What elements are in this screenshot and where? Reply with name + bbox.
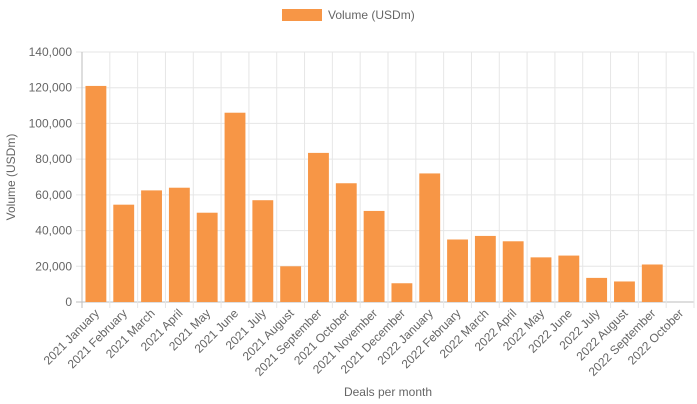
legend[interactable]: Volume (USDm) xyxy=(282,8,415,22)
y-tick-label: 100,000 xyxy=(29,116,73,130)
y-tick-label: 20,000 xyxy=(35,259,72,273)
bar[interactable] xyxy=(502,241,524,302)
bar[interactable] xyxy=(85,85,107,302)
bar[interactable] xyxy=(280,266,302,302)
y-tick-label: 140,000 xyxy=(29,45,73,59)
bar[interactable] xyxy=(530,257,552,302)
bar[interactable] xyxy=(447,239,468,303)
legend-swatch xyxy=(282,9,322,21)
bar[interactable] xyxy=(113,204,135,302)
bar[interactable] xyxy=(335,183,357,302)
bar[interactable] xyxy=(224,112,246,302)
bar[interactable] xyxy=(558,255,580,302)
bar[interactable] xyxy=(391,283,413,302)
legend-label: Volume (USDm) xyxy=(328,8,415,22)
bar[interactable] xyxy=(141,190,162,302)
y-axis-title: Volume (USDm) xyxy=(4,134,18,221)
bar[interactable] xyxy=(168,187,190,302)
y-tick-label: 0 xyxy=(65,295,72,309)
y-tick-label: 120,000 xyxy=(29,81,73,95)
bar[interactable] xyxy=(308,152,329,302)
bar[interactable] xyxy=(474,235,496,302)
bar[interactable] xyxy=(252,200,274,302)
gridlines xyxy=(76,51,695,308)
bar[interactable] xyxy=(586,277,608,302)
y-tick-label: 60,000 xyxy=(35,188,72,202)
y-tick-label: 80,000 xyxy=(35,152,72,166)
bar[interactable] xyxy=(614,281,635,302)
bar[interactable] xyxy=(363,210,385,302)
bar[interactable] xyxy=(419,173,441,302)
bar[interactable] xyxy=(196,212,218,302)
bar[interactable] xyxy=(641,264,663,303)
x-axis-title: Deals per month xyxy=(344,385,432,399)
bars xyxy=(85,85,663,303)
y-tick-label: 40,000 xyxy=(35,224,72,238)
y-axis-ticks: 0 20,000 40,000 60,000 80,000 100,000 120,000 1… xyxy=(29,45,73,309)
